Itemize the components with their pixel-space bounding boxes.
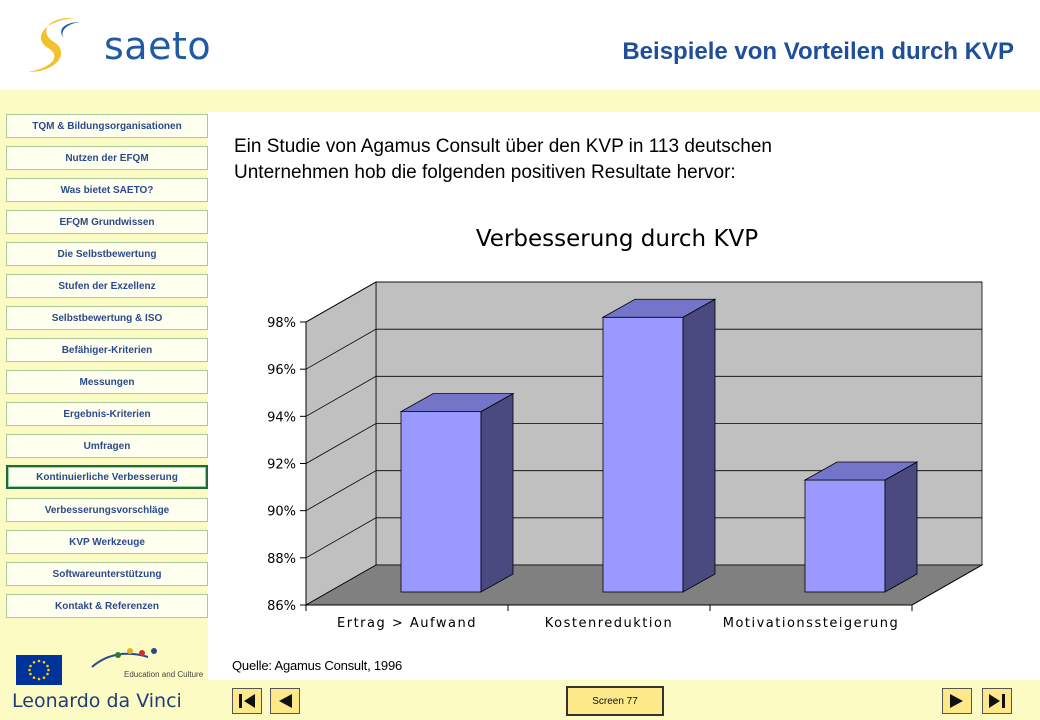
kvp-bar-chart: Verbesserung durch KVP 86% 88% 90% 92% 94% 96%… bbox=[267, 226, 984, 631]
education-culture-logo-icon bbox=[88, 645, 198, 685]
source-citation: Quelle: Agamus Consult, 1996 bbox=[232, 658, 403, 673]
previous-screen-button[interactable] bbox=[270, 688, 300, 714]
bar-top bbox=[399, 393, 515, 413]
sidebar-item-ergebnis[interactable]: Ergebnis-Kriterien bbox=[6, 402, 208, 426]
intro-line-1: Ein Studie von Agamus Consult über den K… bbox=[234, 136, 772, 157]
gridline bbox=[305, 375, 982, 417]
bar-side bbox=[884, 461, 918, 593]
last-icon bbox=[989, 694, 1005, 708]
sidebar-item-exzellenz[interactable]: Stufen der Exzellenz bbox=[6, 274, 208, 298]
sidebar-item-tqm[interactable]: TQM & Bildungsorganisationen bbox=[6, 114, 208, 138]
x-axis-depth bbox=[911, 564, 983, 606]
sidebar-item-messungen[interactable]: Messungen bbox=[6, 370, 208, 394]
gridline bbox=[305, 328, 982, 370]
y-tick-label: 90% bbox=[267, 505, 296, 520]
y-tick-label: 96% bbox=[267, 363, 296, 378]
next-icon bbox=[950, 694, 963, 708]
sidebar-item-selbstbewertung[interactable]: Die Selbstbewertung bbox=[6, 242, 208, 266]
sidebar-item-software[interactable]: Softwareunterstützung bbox=[6, 562, 208, 586]
sidebar-item-befaehiger[interactable]: Befähiger-Kriterien bbox=[6, 338, 208, 362]
leonardo-da-vinci-logo: Leonardo da Vinci bbox=[12, 690, 182, 712]
next-screen-button[interactable] bbox=[942, 688, 972, 714]
bar-top bbox=[601, 298, 717, 318]
page-title: Beispiele von Vorteilen durch KVP bbox=[622, 38, 1014, 65]
top-band bbox=[208, 90, 1040, 112]
first-screen-button[interactable] bbox=[232, 688, 262, 714]
sidebar-item-grundwissen[interactable]: EFQM Grundwissen bbox=[6, 210, 208, 234]
x-tick-label: Kostenreduktion bbox=[545, 616, 673, 631]
gridline bbox=[305, 517, 982, 559]
sidebar-item-werkzeuge[interactable]: KVP Werkzeuge bbox=[6, 530, 208, 554]
eu-flag-icon bbox=[16, 655, 62, 685]
sidebar-item-umfragen[interactable]: Umfragen bbox=[6, 434, 208, 458]
gridline bbox=[305, 423, 982, 464]
intro-line-2: Unternehmen hob die folgenden positiven … bbox=[234, 162, 736, 183]
bar-front bbox=[400, 411, 482, 593]
bar-side bbox=[682, 298, 716, 593]
chart-title: Verbesserung durch KVP bbox=[476, 226, 758, 252]
bar-front bbox=[602, 316, 684, 593]
sidebar-item-iso[interactable]: Selbstbewertung & ISO bbox=[6, 306, 208, 330]
previous-icon bbox=[279, 694, 292, 708]
x-tick-label: Motivationssteigerung bbox=[723, 616, 900, 631]
sidebar-item-saeto[interactable]: Was bietet SAETO? bbox=[6, 178, 208, 202]
y-tick-label: 94% bbox=[267, 410, 296, 425]
y-tick-label: 92% bbox=[267, 458, 296, 473]
last-screen-button[interactable] bbox=[982, 688, 1012, 714]
sidebar-item-kvp[interactable]: Kontinuierliche Verbesserung bbox=[6, 465, 208, 489]
y-tick-label: 98% bbox=[267, 316, 296, 331]
screen-indicator: Screen 77 bbox=[566, 686, 664, 716]
bar-side bbox=[480, 392, 514, 593]
first-icon bbox=[239, 694, 255, 708]
saeto-swoosh-icon bbox=[28, 17, 80, 72]
gridline bbox=[305, 281, 982, 323]
y-tick-label: 86% bbox=[267, 599, 296, 614]
y-tick-label: 88% bbox=[267, 552, 296, 567]
x-tick-label: Ertrag > Aufwand bbox=[337, 616, 477, 631]
sidebar-item-vorschlaege[interactable]: Verbesserungsvorschläge bbox=[6, 498, 208, 522]
sidebar-item-nutzen[interactable]: Nutzen der EFQM bbox=[6, 146, 208, 170]
gridline bbox=[305, 470, 982, 512]
bar-front bbox=[804, 479, 886, 593]
saeto-logo: saeto bbox=[18, 12, 212, 78]
logo-text: saeto bbox=[104, 24, 212, 68]
education-culture-text: Education and Culture bbox=[124, 670, 204, 679]
bar-top bbox=[803, 461, 919, 481]
intro-text: Ein Studie von Agamus Consult über den K… bbox=[234, 134, 934, 186]
sidebar-item-kontakt[interactable]: Kontakt & Referenzen bbox=[6, 594, 208, 618]
